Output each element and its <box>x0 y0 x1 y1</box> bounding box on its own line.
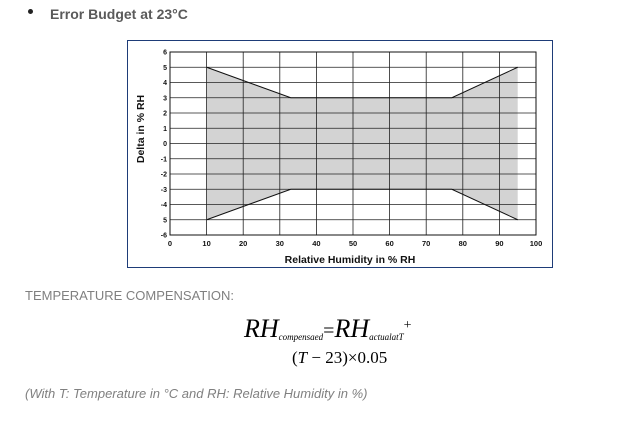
y-tick-label: 2 <box>163 111 167 118</box>
formula-rhs: RH <box>334 314 370 343</box>
formula-equals: = <box>323 320 335 342</box>
x-tick-label: 100 <box>530 239 543 248</box>
formula-line-2: (T − 23)×0.05 <box>292 348 387 368</box>
section-title: TEMPERATURE COMPENSATION: <box>25 288 234 303</box>
formula-line-1: RHcompensaed=RHactualatT+ <box>244 314 412 344</box>
y-tick-label: 1 <box>163 126 167 133</box>
plot-border <box>169 51 537 236</box>
x-tick-label: 90 <box>495 239 503 248</box>
formula-lhs-subscript: compensaed <box>278 332 324 342</box>
formula-open-paren: ( <box>292 348 298 367</box>
x-tick-label: 10 <box>202 239 210 248</box>
formula-plus: + <box>403 318 412 333</box>
x-tick-label: 50 <box>349 239 357 248</box>
x-tick-label: 60 <box>385 239 393 248</box>
x-tick-label: 70 <box>422 239 430 248</box>
y-tick-label: 5 <box>163 65 167 72</box>
y-tick-label: 3 <box>163 95 167 102</box>
error-budget-chart: 0 10 20 30 40 50 60 70 80 90 100 6 5 4 3 2 1 0 -1 -2 -3 -4 5 -6… <box>127 40 553 268</box>
y-tick-label: -6 <box>161 233 167 240</box>
y-tick-label: -4 <box>161 202 167 209</box>
x-axis-label: Relative Humidity in % RH <box>285 254 416 266</box>
y-tick-label: 6 <box>163 50 167 57</box>
x-tick-label: 0 <box>168 239 172 248</box>
x-tick-label: 30 <box>276 239 284 248</box>
bullet-icon <box>28 9 33 14</box>
y-tick-label: 0 <box>163 141 167 148</box>
y-tick-label: 5 <box>163 217 167 224</box>
y-tick-label: 4 <box>163 80 167 87</box>
formula-var-t: T <box>297 348 308 367</box>
formula-close-mult: )×0.05 <box>342 348 388 367</box>
y-tick-label: -3 <box>161 187 167 194</box>
x-tick-label: 80 <box>459 239 467 248</box>
formula-minus-23: − 23 <box>307 348 343 367</box>
y-tick-label: -1 <box>161 156 167 163</box>
x-tick-label: 40 <box>312 239 320 248</box>
lower-bound-line <box>206 188 518 221</box>
section-heading: Error Budget at 23°C <box>50 6 188 22</box>
chart-svg: 0 10 20 30 40 50 60 70 80 90 1006543210-1-2-3-45-6… <box>135 50 543 267</box>
formula-rhs-subscript: actualatT <box>369 332 404 342</box>
y-axis-label: Delta in % RH <box>135 95 147 163</box>
y-tick-label: -2 <box>161 172 167 179</box>
formula-lhs: RH <box>244 314 279 343</box>
x-tick-label: 20 <box>239 239 247 248</box>
upper-bound-line <box>206 66 518 99</box>
formula-note: (With T: Temperature in °C and RH: Relat… <box>25 386 368 401</box>
